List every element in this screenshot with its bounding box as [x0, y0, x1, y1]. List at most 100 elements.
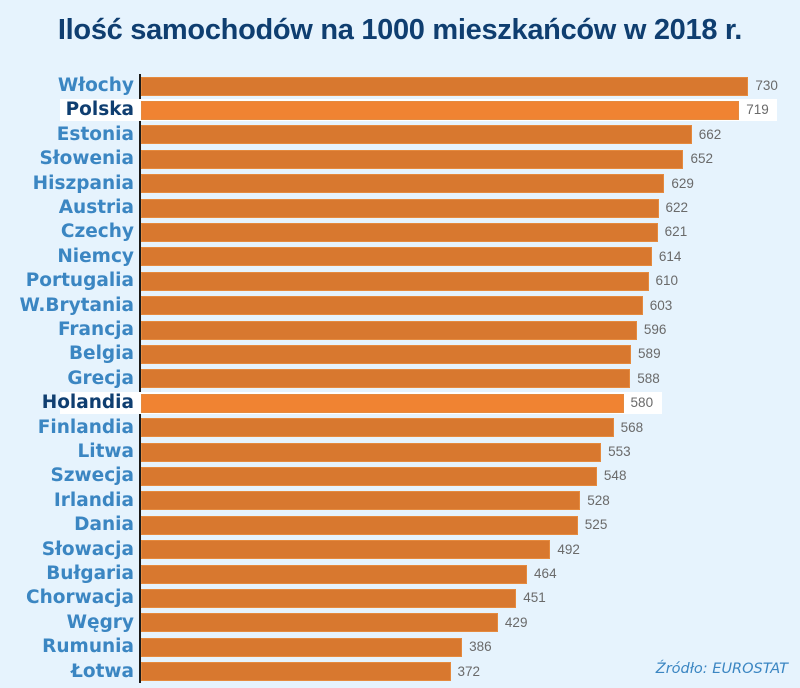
bar-row: Bułgaria 464 — [0, 562, 800, 586]
bar — [141, 613, 498, 633]
bar — [141, 222, 658, 242]
category-label: Francja — [57, 319, 134, 340]
bar-row: Francja 596 — [0, 318, 800, 342]
value-label: 386 — [469, 639, 492, 655]
bar-row: Estonia 662 — [0, 123, 800, 147]
category-label: Szwecja — [50, 465, 134, 487]
bar — [141, 393, 624, 413]
category-label: Niemcy — [57, 245, 134, 267]
bar-row: W.Brytania 603 — [0, 294, 800, 318]
category-label: Rumunia — [42, 636, 134, 658]
bar — [141, 637, 463, 657]
bar — [141, 125, 692, 145]
category-label: Portugalia — [25, 270, 134, 292]
bar — [141, 100, 740, 120]
bar-row: Chorwacja 451 — [0, 586, 800, 610]
bar-row: Holandia 580 — [0, 391, 800, 415]
value-label: 719 — [746, 102, 769, 118]
bar — [141, 320, 637, 340]
value-label: 525 — [584, 517, 608, 533]
value-label: 629 — [671, 175, 694, 191]
category-label: Litwa — [77, 441, 134, 462]
value-label: 528 — [587, 492, 610, 508]
value-label: 662 — [698, 126, 722, 142]
category-label: Irlandia — [53, 489, 134, 511]
bar — [141, 466, 597, 486]
value-label: 596 — [643, 322, 667, 337]
bar-row: Austria 622 — [0, 196, 800, 220]
source-note: Źródło: EUROSTAT — [655, 661, 788, 677]
category-label: Austria — [58, 197, 134, 218]
bar — [141, 296, 643, 316]
category-label: Grecja — [67, 367, 134, 389]
category-label: Łotwa — [70, 660, 134, 682]
bar — [141, 442, 602, 462]
bar — [141, 564, 528, 584]
value-label: 610 — [655, 273, 679, 289]
value-label: 429 — [504, 614, 528, 630]
bar — [141, 271, 649, 291]
bar-row: Grecja 588 — [0, 367, 800, 391]
bar — [141, 174, 665, 194]
value-label: 603 — [649, 297, 673, 313]
bar — [141, 198, 659, 218]
bar-row: Hiszpania 629 — [0, 172, 800, 196]
bar-row: Rumunia 386 — [0, 635, 800, 659]
value-label: 652 — [690, 151, 713, 167]
bar — [141, 662, 451, 682]
category-label: Czechy — [60, 221, 134, 243]
bar — [141, 418, 614, 438]
bar-row: Dania 525 — [0, 513, 800, 537]
bar — [141, 540, 551, 560]
category-label: Belgia — [68, 343, 134, 365]
bar — [141, 344, 632, 364]
bar — [141, 491, 581, 511]
value-label: 553 — [608, 444, 631, 459]
value-label: 580 — [630, 395, 654, 411]
chart-title: Ilość samochodów na 1000 mieszkańców w 2… — [57, 14, 743, 46]
category-label: Estonia — [56, 123, 134, 145]
value-label: 548 — [603, 468, 627, 484]
value-label: 451 — [523, 590, 546, 606]
category-label: Chorwacja — [26, 587, 134, 609]
bar — [141, 588, 517, 608]
category-label: Finlandia — [37, 416, 134, 438]
category-label: Bułgaria — [46, 563, 134, 584]
value-label: 622 — [665, 200, 689, 215]
bar — [141, 149, 684, 169]
value-label: 464 — [534, 566, 557, 581]
bar — [141, 247, 652, 267]
bar-row: Słowenia 652 — [0, 147, 800, 171]
bar-row: Niemcy 614 — [0, 245, 800, 269]
value-label: 614 — [658, 248, 682, 264]
category-label: Włochy — [57, 75, 134, 96]
bar-chart: Włochy 730 Polska 719 Estonia 662 Słowenia 652 H… — [0, 74, 800, 684]
bar-row: Szwecja 548 — [0, 464, 800, 488]
category-label: Dania — [74, 514, 134, 536]
y-axis-line — [139, 74, 141, 683]
bar-row: Finlandia 568 — [0, 416, 800, 440]
category-label: W.Brytania — [19, 294, 134, 316]
category-label: Węgry — [66, 611, 134, 633]
bar-row: Łotwa 372 — [0, 660, 800, 684]
bar-row: Słowacja 492 — [0, 538, 800, 562]
bar — [141, 515, 578, 535]
category-label: Holandia — [41, 392, 134, 414]
value-label: 730 — [755, 78, 778, 93]
value-label: 568 — [620, 419, 644, 435]
category-label: Słowacja — [41, 538, 134, 560]
bar-row: Portugalia 610 — [0, 269, 800, 293]
bar-row: Czechy 621 — [0, 220, 800, 244]
category-label: Słowenia — [39, 148, 134, 170]
category-label: Hiszpania — [32, 172, 134, 194]
category-label: Polska — [65, 99, 134, 121]
value-label: 372 — [457, 663, 481, 679]
bar-row: Włochy 730 — [0, 74, 800, 98]
bar-row: Litwa 553 — [0, 440, 800, 464]
value-label: 589 — [638, 346, 661, 362]
bar — [141, 76, 749, 96]
bar-row: Polska 719 — [0, 98, 800, 122]
value-label: 492 — [557, 541, 580, 557]
bar — [141, 369, 631, 389]
value-label: 621 — [664, 224, 688, 240]
